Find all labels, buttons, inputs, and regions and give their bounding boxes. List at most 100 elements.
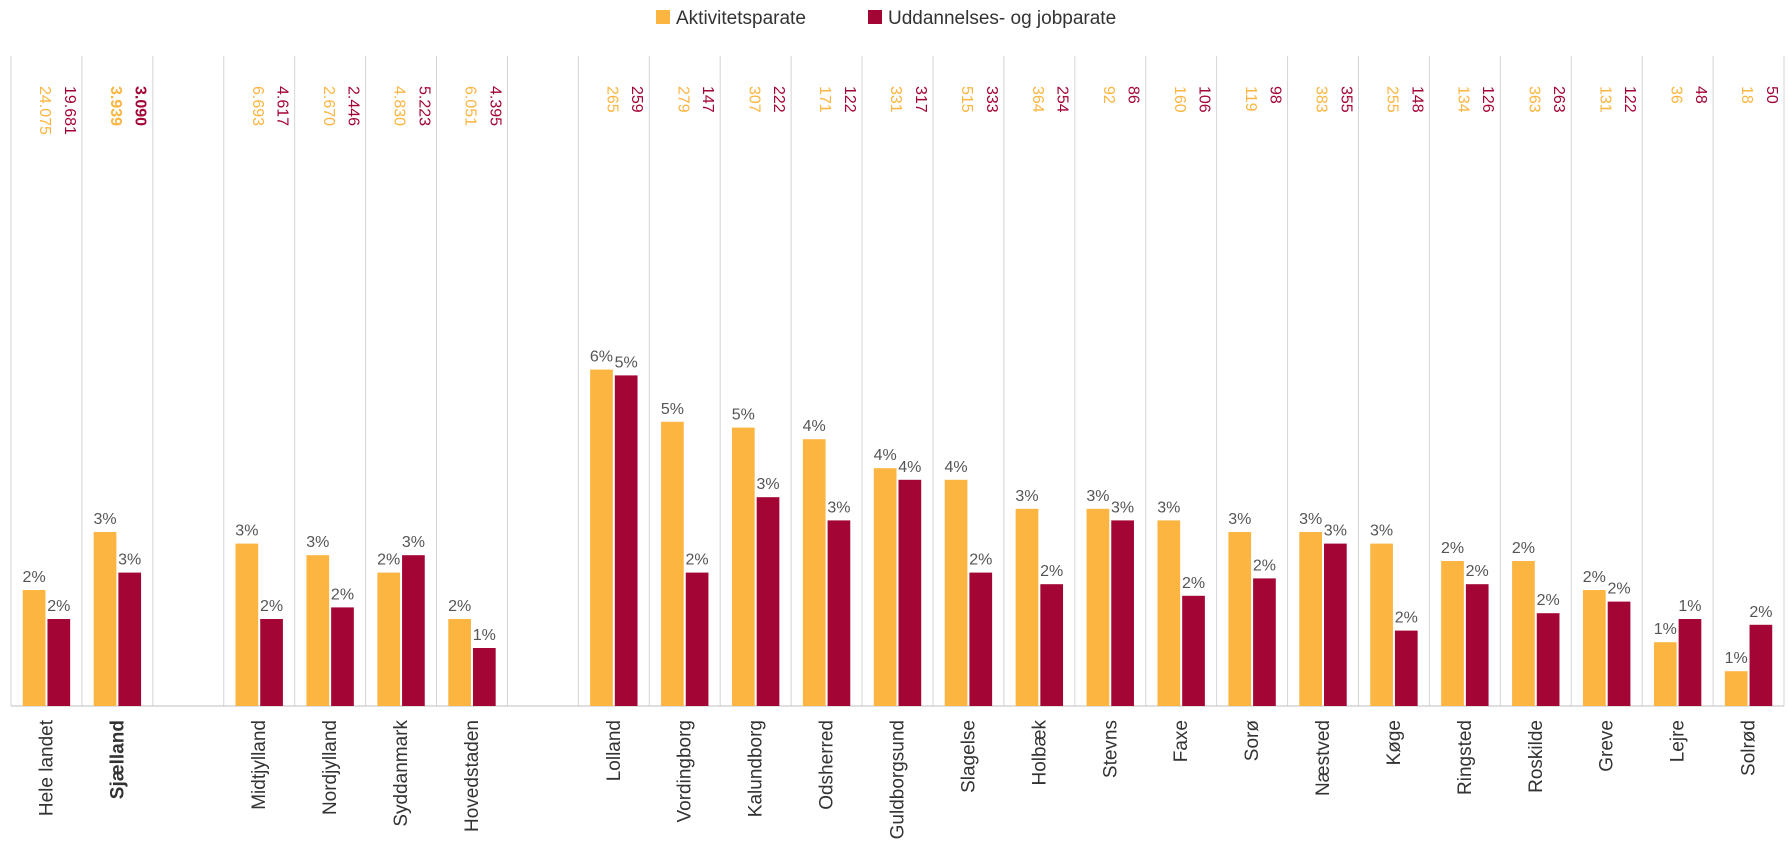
percent-label-a: 2% — [1583, 569, 1606, 586]
category-labels: Hele landet Sjælland Midtjylland Nordjyllan… — [36, 719, 1759, 839]
bar-b — [1040, 584, 1064, 706]
bar-a — [1157, 520, 1181, 706]
count-label-b: 222 — [770, 86, 787, 113]
count-label-b: 148 — [1408, 86, 1425, 113]
bar-a — [1441, 561, 1464, 706]
count-label-b: 106 — [1196, 86, 1213, 113]
bar-b — [260, 619, 283, 706]
percent-label-b: 4% — [898, 459, 921, 476]
percent-label-b: 2% — [969, 552, 992, 569]
count-label-b: 122 — [841, 86, 858, 113]
count-label-a: 265 — [603, 86, 620, 113]
count-label-b: 4.395 — [486, 86, 503, 126]
percent-label-b: 3% — [827, 499, 850, 516]
percent-label-b: 5% — [615, 354, 638, 371]
bar-a — [1086, 508, 1110, 706]
bar-b — [1607, 601, 1631, 706]
count-label-b: 5.223 — [415, 86, 432, 126]
bar-b — [1465, 584, 1489, 706]
count-label-b: 263 — [1550, 86, 1567, 113]
bar-a — [93, 532, 117, 706]
percent-label-a: 3% — [1015, 488, 1038, 505]
bar-a — [1299, 532, 1323, 706]
count-label-a: 2.670 — [320, 86, 337, 126]
percent-label-a: 4% — [945, 459, 968, 476]
count-label-a: 255 — [1384, 86, 1401, 113]
percent-label-a: 5% — [732, 407, 755, 424]
bar-b — [472, 648, 496, 706]
bar-a — [1228, 532, 1252, 706]
count-label-b: 86 — [1125, 86, 1142, 104]
count-label-a: 36 — [1667, 86, 1684, 104]
category-label: Ringsted — [1455, 720, 1476, 795]
bar-a — [802, 439, 826, 706]
count-label-a: 18 — [1738, 86, 1755, 104]
legend-swatch-0 — [656, 10, 670, 24]
category-label: Slagelse — [958, 720, 979, 793]
bar-b — [614, 375, 638, 706]
bar-a — [1653, 642, 1677, 706]
percent-label-a: 3% — [1086, 488, 1109, 505]
count-label-b: 50 — [1763, 86, 1780, 104]
category-label: Vordingborg — [675, 720, 696, 822]
bar-b — [1536, 613, 1560, 706]
category-label: Midtjylland — [249, 720, 270, 810]
percent-label-a: 3% — [235, 523, 258, 540]
count-label-a: 3.939 — [107, 86, 124, 126]
percent-label-b: 3% — [1324, 523, 1347, 540]
category-label: Sorø — [1242, 720, 1263, 762]
bar-b — [331, 607, 354, 706]
percent-label-b: 2% — [1749, 604, 1772, 621]
percent-label-a: 4% — [803, 418, 826, 435]
percent-label-b: 3% — [1111, 499, 1134, 516]
percent-labels: 2%2%3%3%3%2%3%2%2%3%2%1%6% 5%5%2%5%3%4%3%… — [23, 349, 1773, 668]
bar-b — [827, 520, 851, 706]
percent-label-a: 5% — [661, 401, 684, 418]
bar-b — [898, 479, 922, 706]
category-label: Solrød — [1739, 720, 1760, 776]
percent-label-b: 3% — [402, 534, 425, 551]
category-label: Lolland — [604, 720, 625, 781]
count-label-b: 355 — [1337, 86, 1354, 113]
count-label-b: 4.617 — [274, 86, 291, 126]
percent-label-a: 2% — [377, 552, 400, 569]
percent-label-a: 2% — [1441, 540, 1464, 557]
bar-a — [1724, 671, 1748, 706]
bar-a — [873, 468, 897, 706]
percent-label-a: 1% — [1654, 621, 1677, 638]
category-label: Køge — [1384, 720, 1405, 765]
category-label: Stevns — [1100, 720, 1121, 778]
percent-label-b: 1% — [473, 627, 496, 644]
bar-b — [1678, 619, 1702, 706]
category-label: Roskilde — [1526, 720, 1547, 793]
percent-label-a: 3% — [1370, 523, 1393, 540]
percent-label-a: 6% — [590, 349, 613, 366]
percent-label-b: 2% — [1182, 575, 1205, 592]
bar-a — [448, 619, 471, 706]
bar-b — [1394, 630, 1418, 706]
category-label: Nordjylland — [320, 720, 341, 815]
legend-label-0: Aktivitetsparate — [676, 8, 806, 29]
percent-label-b: 3% — [756, 476, 779, 493]
percent-label-a: 3% — [1157, 499, 1180, 516]
legend-swatch-1 — [868, 10, 882, 24]
bar-a — [944, 479, 968, 706]
category-label: Odsherred — [817, 720, 838, 810]
bars — [22, 369, 1773, 706]
bar-b — [1749, 624, 1773, 706]
bar-a — [235, 543, 259, 706]
count-label-a: 119 — [1242, 86, 1259, 112]
percent-label-a: 2% — [23, 569, 46, 586]
count-label-b: 317 — [912, 86, 929, 113]
bar-a — [22, 590, 46, 706]
count-label-b: 147 — [699, 86, 716, 113]
count-label-a: 92 — [1100, 86, 1117, 104]
category-separators — [10, 56, 1785, 706]
count-label-b: 254 — [1054, 86, 1071, 113]
count-label-a: 24.075 — [36, 86, 53, 135]
count-label-b: 122 — [1621, 86, 1638, 113]
percent-label-a: 4% — [874, 447, 897, 464]
category-label: Syddanmark — [391, 720, 412, 827]
bar-b — [685, 572, 709, 706]
